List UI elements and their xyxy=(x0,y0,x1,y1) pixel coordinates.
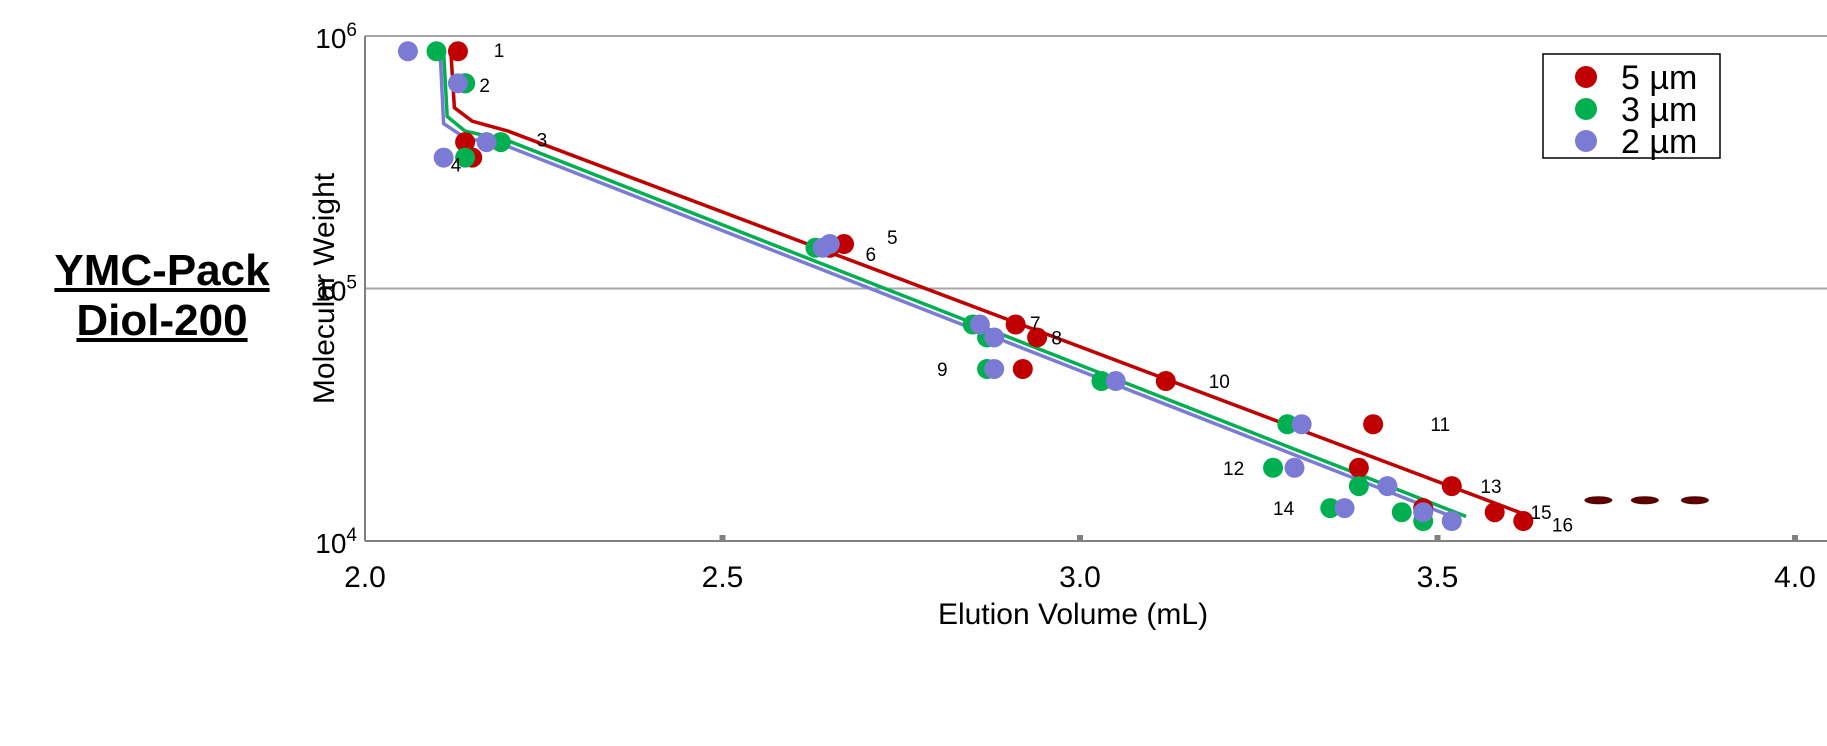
data-point-3 xyxy=(1441,511,1462,532)
data-point-3 xyxy=(984,327,1005,348)
y-tick-label: 104 xyxy=(315,525,357,559)
legend-box xyxy=(1542,53,1721,159)
x-tick-label: 2.0 xyxy=(344,561,386,594)
data-point-1 xyxy=(1363,414,1384,435)
data-point-3 xyxy=(819,234,840,255)
data-point-2 xyxy=(1320,498,1341,519)
data-point-1 xyxy=(1513,511,1534,532)
y-tick-label: 106 xyxy=(315,20,357,54)
x-tick-label: 3.5 xyxy=(1417,561,1459,594)
point-annotation: 8 xyxy=(1051,328,1062,349)
data-point-3 xyxy=(1105,371,1126,392)
point-annotation: 3 xyxy=(537,130,548,151)
point-annotation: 15 xyxy=(1530,503,1551,524)
x-tick-mark xyxy=(1434,535,1441,541)
data-point-2 xyxy=(426,41,447,62)
data-point-2 xyxy=(1348,476,1369,497)
legend-label-3: 2 µm xyxy=(1621,123,1697,161)
data-point-1 xyxy=(1484,502,1505,523)
legend-label-2: 3 µm xyxy=(1621,91,1697,129)
data-point-1 xyxy=(1027,327,1048,348)
data-point-2 xyxy=(490,132,511,153)
y-tick-label: 105 xyxy=(315,273,357,307)
legend-marker-2 xyxy=(1575,98,1597,120)
data-point-3 xyxy=(476,132,497,153)
legend-marker-1 xyxy=(1575,66,1597,88)
x-tick-mark xyxy=(719,535,726,541)
data-point-1 xyxy=(447,41,468,62)
data-point-1 xyxy=(1155,371,1176,392)
fit-line-1 xyxy=(449,51,1532,519)
legend: 5 µm3 µm2 µm xyxy=(1542,53,1721,161)
data-point-2 xyxy=(455,147,476,168)
point-annotation: 2 xyxy=(479,76,490,97)
x-tick-mark xyxy=(1792,535,1798,541)
x-tick-label: 2.5 xyxy=(702,561,744,594)
side-title-line1: YMC-Pack xyxy=(54,246,270,295)
data-point-1 xyxy=(1441,476,1462,497)
data-point-3 xyxy=(447,73,468,94)
data-point-1 xyxy=(455,132,476,153)
point-annotation: 12 xyxy=(1223,459,1244,480)
data-point-3 xyxy=(1291,414,1312,435)
extra-marker xyxy=(1584,496,1613,505)
data-point-1 xyxy=(1348,457,1369,478)
point-annotation: 4 xyxy=(451,155,462,176)
point-annotation: 11 xyxy=(1430,415,1450,436)
data-point-3 xyxy=(1334,498,1355,519)
data-point-2 xyxy=(1091,371,1112,392)
x-tick-label: 4.0 xyxy=(1774,561,1816,594)
fit-line-3 xyxy=(438,51,1453,519)
data-point-3 xyxy=(969,314,990,335)
side-title-line2: Diol-200 xyxy=(76,296,248,345)
point-annotation: 13 xyxy=(1480,477,1501,498)
data-point-3 xyxy=(984,358,1005,379)
legend-marker-3 xyxy=(1575,130,1597,152)
legend-label-1: 5 µm xyxy=(1621,59,1697,97)
data-point-2 xyxy=(1277,414,1298,435)
point-annotation: 16 xyxy=(1552,516,1573,537)
point-annotation: 5 xyxy=(887,228,898,249)
point-annotation: 1 xyxy=(494,41,505,62)
extra-marker xyxy=(1630,496,1659,505)
fit-line-2 xyxy=(441,51,1467,519)
data-point-3 xyxy=(1377,476,1398,497)
data-point-3 xyxy=(397,41,418,62)
y-axis-title: Molecular Weight xyxy=(308,172,341,404)
data-point-2 xyxy=(1263,457,1284,478)
point-annotation: 10 xyxy=(1209,372,1230,393)
point-annotation: 9 xyxy=(937,360,948,381)
data-point-1 xyxy=(1012,358,1033,379)
data-point-3 xyxy=(433,147,454,168)
extra-marker xyxy=(1680,496,1709,505)
data-point-3 xyxy=(1413,502,1434,523)
x-tick-mark xyxy=(1077,535,1083,541)
x-tick-label: 3.0 xyxy=(1059,561,1101,594)
data-point-2 xyxy=(1391,502,1412,523)
data-point-1 xyxy=(1005,314,1026,335)
point-annotation: 6 xyxy=(866,245,877,266)
point-annotation: 7 xyxy=(1030,314,1041,335)
x-axis-title: Elution Volume (mL) xyxy=(938,598,1208,631)
data-point-3 xyxy=(1284,457,1305,478)
point-annotation: 14 xyxy=(1273,499,1295,520)
